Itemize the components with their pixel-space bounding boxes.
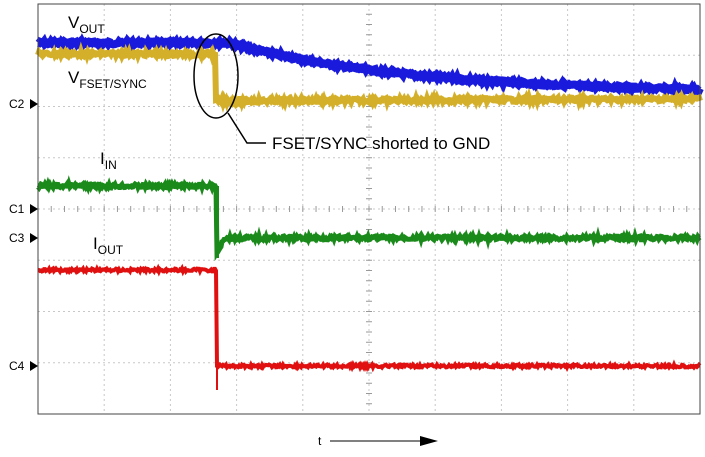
waveforms <box>35 33 704 390</box>
channel-marker: C4 <box>9 359 25 373</box>
highlight-ellipse <box>193 33 239 119</box>
time-arrowhead <box>420 436 438 446</box>
marker-arrow <box>30 99 38 109</box>
trace-label: IIN <box>100 149 117 172</box>
trace-label: VFSET/SYNC <box>68 68 147 91</box>
marker-arrow <box>30 204 38 214</box>
trace-label: VOUT <box>68 13 105 36</box>
grid <box>37 3 700 415</box>
trace-label: IOUT <box>93 234 124 257</box>
iout-trace <box>37 263 702 373</box>
iin-trace <box>36 175 702 262</box>
channel-marker: C2 <box>9 97 25 111</box>
channel-marker: C1 <box>9 202 25 216</box>
vout-trace <box>35 33 704 102</box>
annotation: FSET/SYNC shorted to GND <box>272 134 490 153</box>
marker-arrow <box>30 233 38 243</box>
callout-line <box>227 112 266 144</box>
marker-arrow <box>30 361 38 371</box>
channel-marker: C3 <box>9 231 25 245</box>
time-axis-label: t <box>318 434 322 448</box>
vfset-trace <box>35 41 703 113</box>
